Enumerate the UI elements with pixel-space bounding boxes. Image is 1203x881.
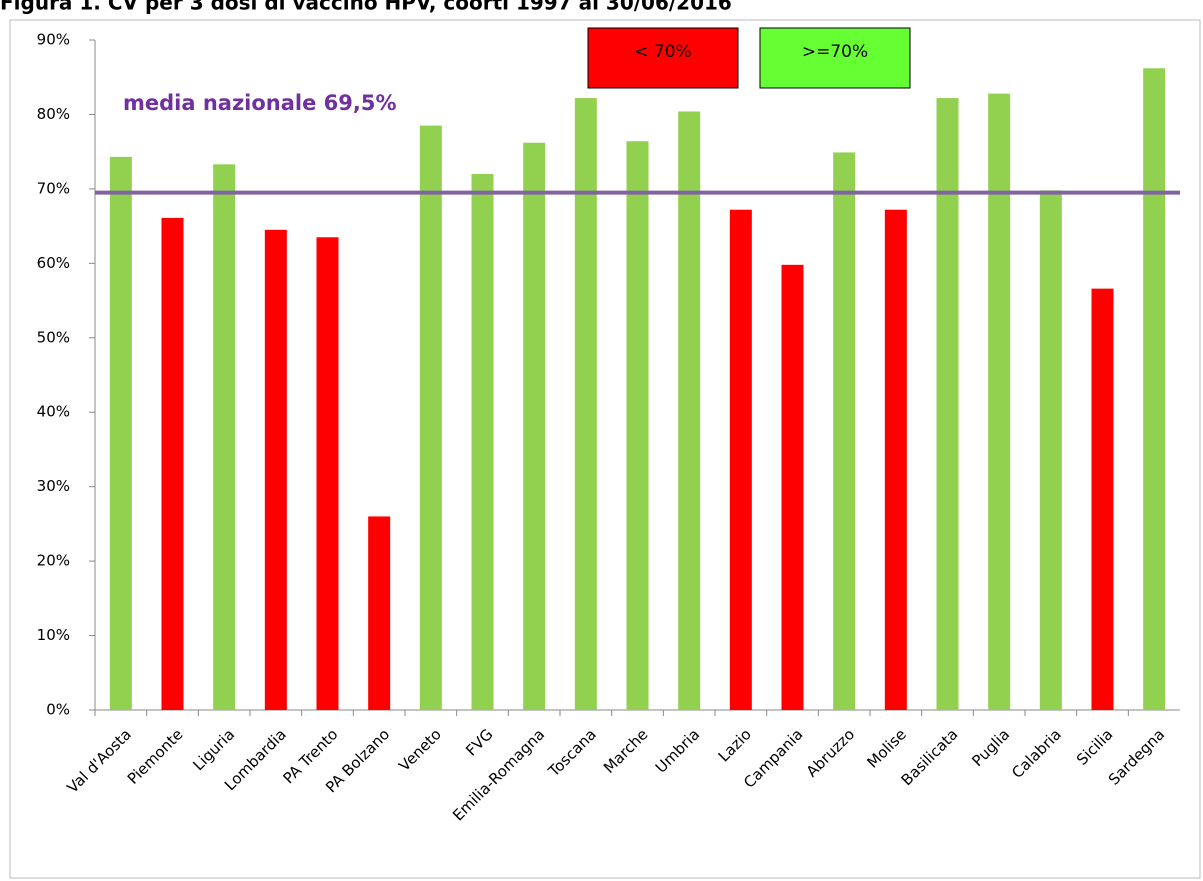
bar: [626, 141, 649, 710]
bar: [833, 152, 856, 710]
bar: [109, 156, 132, 710]
x-tick-label: Liguria: [189, 725, 238, 774]
x-tick-label: Molise: [864, 725, 910, 771]
x-tick-label: Marche: [600, 725, 652, 777]
y-tick-label: 50%: [37, 328, 70, 346]
bar: [781, 264, 804, 710]
bar: [523, 142, 546, 710]
x-tick-label: Veneto: [395, 725, 445, 775]
bar: [264, 229, 287, 711]
x-tick-label: Lazio: [715, 725, 755, 765]
y-tick-label: 30%: [37, 477, 70, 495]
bar: [884, 209, 907, 710]
x-tick-label: Toscana: [544, 725, 600, 781]
y-tick-label: 20%: [37, 552, 70, 570]
bar: [316, 237, 339, 710]
bar: [471, 174, 494, 710]
bar: [936, 98, 959, 711]
y-tick-label: 60%: [37, 254, 70, 272]
x-tick-label: Puglia: [968, 725, 1013, 770]
bar: [419, 125, 442, 711]
x-tick-label: FVG: [462, 725, 496, 759]
bar: [368, 516, 391, 710]
bar: [213, 164, 236, 711]
x-tick-label: Sardegna: [1105, 725, 1168, 788]
x-tick-label: Basilicata: [898, 725, 962, 789]
y-tick-label: 80%: [37, 105, 70, 123]
legend-box: [759, 27, 911, 89]
bar: [729, 209, 752, 710]
y-tick-label: 10%: [37, 626, 70, 644]
x-tick-label: Calabria: [1008, 725, 1065, 782]
bar: [1091, 288, 1114, 710]
bar: [678, 111, 701, 710]
chart-title: Figura 1. CV per 3 dosi di vaccino HPV, …: [0, 0, 732, 15]
bar: [1143, 68, 1166, 711]
x-tick-label: Emilia-Romagna: [449, 725, 548, 824]
bar: [988, 93, 1011, 711]
y-tick-label: 0%: [46, 701, 70, 719]
bar: [574, 98, 597, 711]
bar: [1039, 190, 1062, 710]
x-tick-label: Abruzzo: [803, 725, 858, 780]
legend-box: [587, 27, 739, 89]
x-tick-label: Sicilia: [1073, 725, 1117, 769]
legend-label: < 70%: [634, 42, 691, 62]
reference-label: media nazionale 69,5%: [123, 91, 397, 115]
y-tick-label: 90%: [37, 31, 70, 49]
chart-border: [9, 19, 1201, 879]
x-tick-label: Val d'Aosta: [63, 725, 134, 796]
x-tick-label: Umbria: [652, 725, 703, 776]
bar: [161, 217, 184, 710]
y-tick-label: 40%: [37, 403, 70, 421]
y-tick-label: 70%: [37, 179, 70, 197]
x-tick-label: Piemonte: [124, 725, 187, 788]
legend-label: >=70%: [802, 42, 868, 62]
